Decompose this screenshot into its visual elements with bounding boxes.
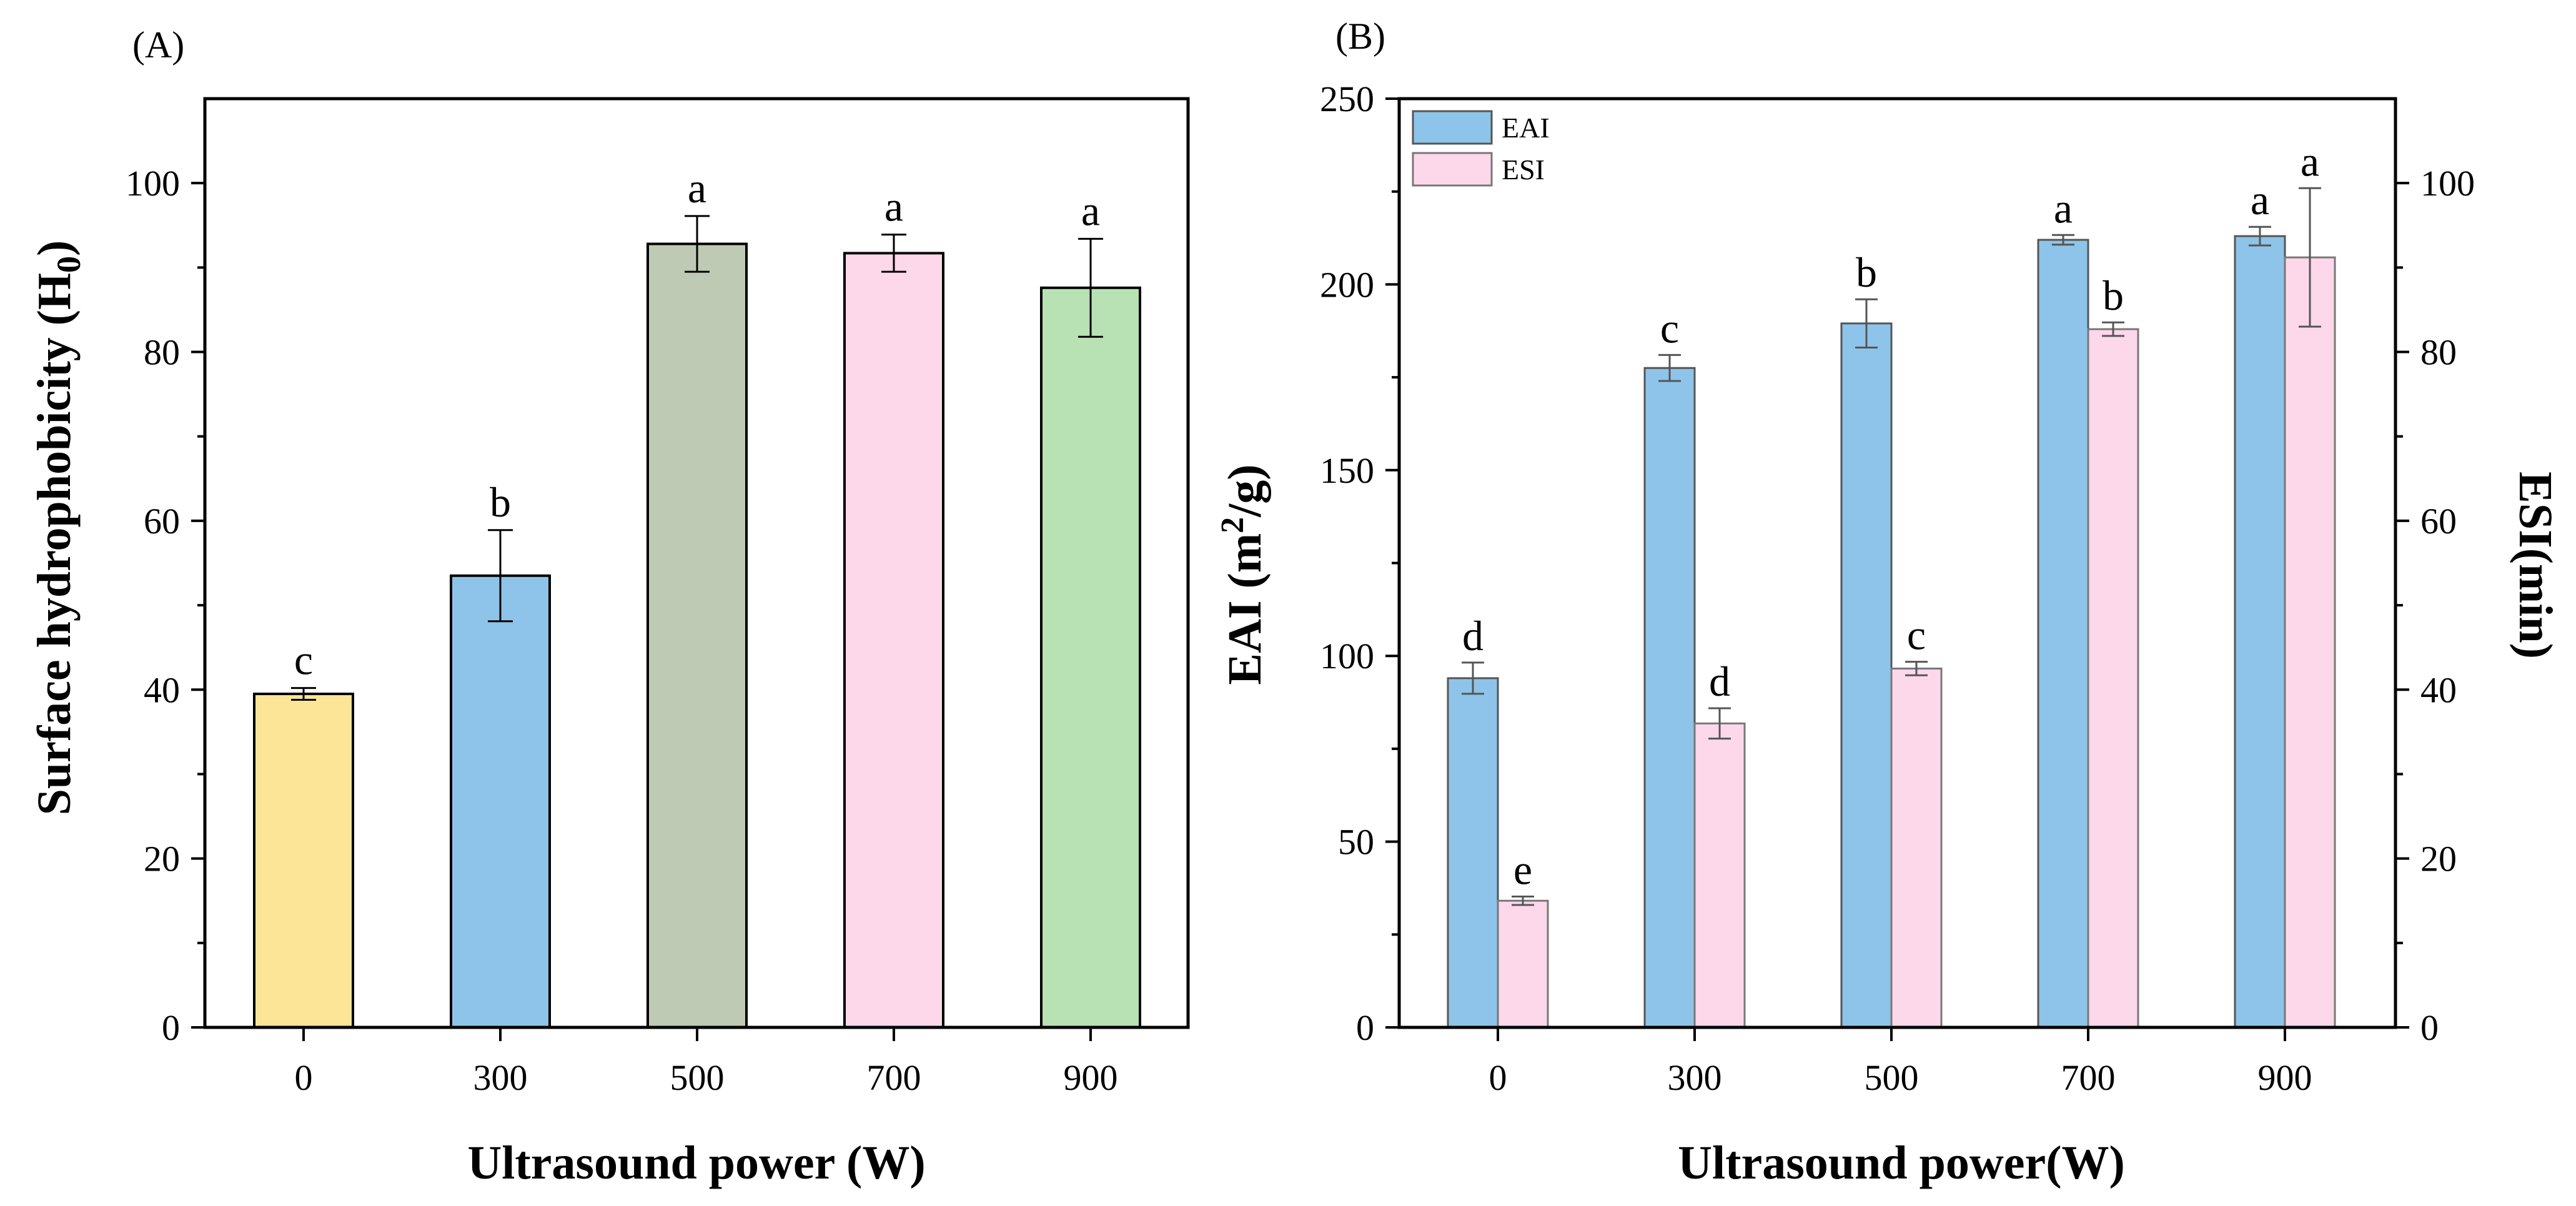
y-tick-label-0: 0 <box>162 1007 180 1048</box>
y-tick-label-20: 20 <box>144 839 180 879</box>
bar-500 <box>646 242 748 1029</box>
esi-significance-700: b <box>2103 272 2124 319</box>
x-tick-label-500: 500 <box>670 1057 725 1098</box>
esi-significance-900: a <box>2301 137 2319 185</box>
legend-swatch-eai <box>1412 110 1493 145</box>
y-tick-label-80: 80 <box>144 332 180 373</box>
right-y-tick-label-60: 60 <box>2420 501 2457 541</box>
panel-a-y-axis-title-main: Surface hydrophobicity (H <box>28 273 81 815</box>
right-y-tick-label-0: 0 <box>2420 1007 2439 1048</box>
eai-significance-300: c <box>1660 304 1679 352</box>
eai-bar-300 <box>1643 367 1696 1029</box>
legend: EAI ESI <box>1412 110 1550 187</box>
esi-significance-0: e <box>1513 846 1532 893</box>
panel-a: (A) Surface hydrophobicity (H0) Ultrasou… <box>28 24 1190 1189</box>
esi-bar-300 <box>1693 722 1746 1029</box>
panel-b-label: (B) <box>1335 16 1385 57</box>
y-tick-label-100: 100 <box>126 163 180 204</box>
left-y-tick-label-100: 100 <box>1320 636 1374 676</box>
right-y-tick-label-40: 40 <box>2420 670 2457 710</box>
eai-bar-0 <box>1447 677 1499 1029</box>
x-tick-label-0: 0 <box>295 1057 313 1098</box>
esi-bar-700 <box>2087 328 2139 1029</box>
x-tick-label-700: 700 <box>2061 1057 2116 1098</box>
significance-label-700: a <box>884 183 903 230</box>
left-y-tick-label-250: 250 <box>1320 79 1374 119</box>
esi-significance-500: c <box>1907 611 1926 659</box>
x-tick-label-500: 500 <box>1865 1057 1919 1098</box>
significance-label-300: b <box>490 478 511 526</box>
y-tick-label-40: 40 <box>144 670 180 710</box>
significance-label-500: a <box>688 164 706 212</box>
eai-bar-700 <box>2037 239 2089 1029</box>
left-y-tick-label-50: 50 <box>1338 822 1374 862</box>
panel-b: (B) EAI (m2/g) ESI(min) Ultrasound power… <box>1215 16 2562 1189</box>
esi-significance-300: d <box>1709 658 1730 705</box>
x-tick-label-700: 700 <box>867 1057 921 1098</box>
panel-a-label: (A) <box>132 24 184 66</box>
panel-a-y-axis-title-suffix: ) <box>28 240 81 256</box>
x-tick-label-0: 0 <box>1489 1057 1507 1098</box>
right-y-tick-label-20: 20 <box>2420 839 2457 879</box>
esi-bar-500 <box>1890 667 1943 1029</box>
eai-bar-900 <box>2234 235 2286 1029</box>
panel-a-marks: c b a a a 0 20 40 60 80 100 0 300 500 700 900 <box>126 97 1190 1098</box>
right-y-tick-label-100: 100 <box>2420 163 2475 204</box>
panel-a-y-axis-title-subscript: 0 <box>50 256 87 273</box>
panel-b-right-axis-title: ESI(min) <box>2509 472 2562 659</box>
eai-bar-500 <box>1840 322 1893 1029</box>
panel-a-x-axis-title: Ultrasound power (W) <box>467 1137 925 1189</box>
left-y-tick-label-0: 0 <box>1356 1007 1374 1048</box>
eai-significance-0: d <box>1462 612 1484 660</box>
panel-b-left-axis-title: EAI (m2/g) <box>1215 464 1271 685</box>
left-y-tick-label-150: 150 <box>1320 450 1374 491</box>
legend-swatch-esi <box>1412 152 1493 187</box>
right-y-tick-label-80: 80 <box>2420 332 2457 373</box>
panel-a-y-axis-title: Surface hydrophobicity (H0) <box>28 240 87 816</box>
eai-significance-700: a <box>2054 184 2073 232</box>
esi-bar-0 <box>1497 899 1549 1029</box>
bar-700 <box>843 252 944 1029</box>
x-tick-label-300: 300 <box>1668 1057 1722 1098</box>
panel-b-left-axis-title-suffix: /g) <box>1219 464 1271 517</box>
bar-300 <box>450 574 551 1029</box>
bar-900 <box>1040 286 1141 1029</box>
x-tick-label-900: 900 <box>2258 1057 2312 1098</box>
legend-label-eai: EAI <box>1502 112 1550 144</box>
significance-label-0: c <box>294 636 313 684</box>
panel-b-left-axis-title-superscript: 2 <box>1215 517 1251 533</box>
y-tick-label-60: 60 <box>144 501 180 541</box>
x-tick-label-300: 300 <box>473 1057 528 1098</box>
significance-label-900: a <box>1081 187 1100 234</box>
esi-bar-900 <box>2284 256 2336 1029</box>
left-y-tick-label-200: 200 <box>1320 264 1374 305</box>
panel-b-left-axis-title-main: EAI (m <box>1219 533 1271 685</box>
x-tick-label-900: 900 <box>1064 1057 1118 1098</box>
legend-label-esi: ESI <box>1502 154 1545 185</box>
eai-significance-900: a <box>2251 176 2269 224</box>
bar-0 <box>253 693 354 1029</box>
panel-b-x-axis-title: Ultrasound power(W) <box>1678 1137 2125 1189</box>
eai-significance-500: b <box>1856 249 1877 296</box>
